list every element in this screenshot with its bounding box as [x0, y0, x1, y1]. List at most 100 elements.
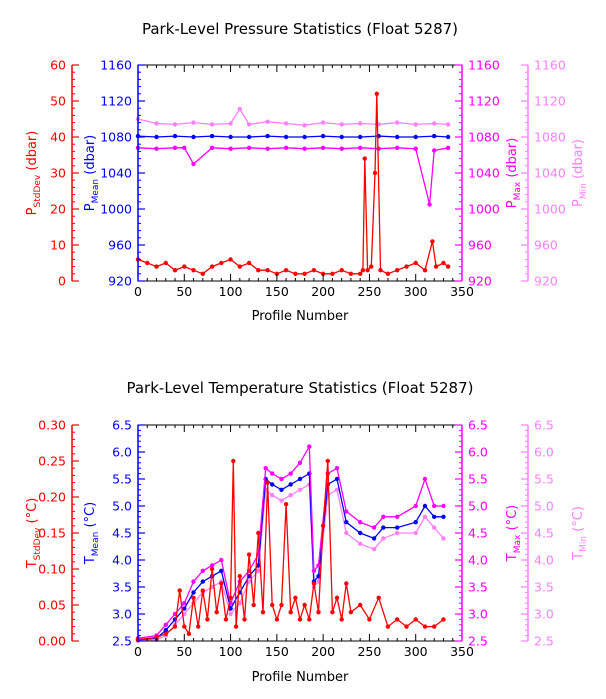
- stddev-y-tick-label: 0.15: [38, 526, 66, 541]
- max-data-point: [445, 145, 451, 150]
- max-y-tick-label: 1120: [468, 94, 500, 109]
- min-y-tick-label: 4.5: [534, 526, 554, 541]
- max-data-point: [307, 444, 312, 449]
- stddev-data-point: [191, 595, 196, 600]
- min-y-axis-label: PMin (dbar): [571, 139, 589, 207]
- min-y-tick-label: 1080: [534, 130, 566, 145]
- stddev-data-point: [316, 610, 321, 615]
- min-y-tick-label: 3.0: [534, 607, 554, 622]
- max-data-point: [172, 145, 178, 150]
- max-y-tick-label: 2.5: [468, 634, 488, 649]
- stddev-data-point: [274, 617, 280, 622]
- max-data-point: [209, 145, 215, 150]
- stddev-data-point: [293, 271, 298, 276]
- stddev-data-point: [320, 271, 326, 276]
- max-y-tick-label: 5.0: [468, 499, 488, 514]
- min-y-tick-label: 6.5: [534, 418, 554, 433]
- min-y-tick-label: 5.5: [534, 472, 554, 487]
- stddev-data-point: [265, 480, 270, 485]
- stddev-data-point: [270, 602, 275, 608]
- temperature-series-layer: [135, 444, 446, 644]
- mean-y-tick-label: 2.5: [112, 634, 132, 649]
- stddev-y-tick-label: 0.20: [38, 490, 66, 505]
- min-data-point: [265, 119, 270, 124]
- x-tick-label: 350: [450, 644, 474, 659]
- max-y-tick-label: 1000: [468, 202, 500, 217]
- mean-data-point: [191, 134, 196, 140]
- pressure-chart-title: Park-Level Pressure Statistics (Float 52…: [142, 20, 458, 38]
- max-data-point: [191, 579, 196, 584]
- mean-y-axis-label: TMean (°C): [83, 502, 101, 565]
- min-y-tick-label: 1000: [534, 202, 566, 217]
- max-series-line: [137, 444, 444, 639]
- stddev-data-point: [320, 523, 326, 528]
- stddev-data-point: [376, 595, 381, 600]
- pressure-x-axis-label: Profile Number: [252, 309, 349, 324]
- max-data-point: [376, 146, 381, 151]
- mean-data-point: [182, 606, 187, 611]
- min-data-point: [237, 601, 242, 606]
- stddev-y-tick-label: 30: [50, 166, 66, 181]
- stddev-data-point: [348, 610, 354, 615]
- mean-data-point: [432, 133, 437, 139]
- min-data-point: [358, 541, 363, 546]
- stddev-data-point: [283, 268, 289, 273]
- pressure-y-axes: 0 10 20 30 40 50 60 PStdDev (dbar) 920 960 1000 104…: [25, 58, 589, 289]
- stddev-data-point: [186, 631, 192, 636]
- max-data-point: [316, 563, 321, 568]
- mean-data-point: [297, 476, 303, 482]
- min-y-tick-label: 960: [534, 238, 558, 253]
- min-data-point: [172, 122, 178, 127]
- stddev-data-point: [302, 602, 307, 608]
- min-y-axis: 2.5 3.0 3.5 4.0 4.5 5.0 5.5 6.0 6.5 TMin (°C): [521, 418, 589, 649]
- max-data-point: [246, 145, 252, 150]
- max-data-point: [413, 503, 418, 509]
- stddev-data-point: [374, 91, 379, 97]
- max-data-point: [413, 146, 418, 151]
- stddev-y-tick-label: 50: [50, 94, 66, 109]
- min-y-tick-label: 2.5: [534, 634, 554, 649]
- stddev-data-point: [339, 617, 344, 622]
- stddev-data-point: [228, 595, 233, 600]
- stddev-data-point: [228, 257, 233, 262]
- mean-data-point: [172, 133, 178, 139]
- max-data-point: [219, 557, 224, 563]
- stddev-y-tick-label: 40: [50, 130, 66, 145]
- stddev-y-tick-label: 0.00: [38, 634, 66, 649]
- max-y-tick-label: 4.0: [468, 553, 488, 568]
- stddev-data-point: [154, 264, 159, 269]
- stddev-data-point: [372, 170, 378, 176]
- stddev-data-point: [196, 624, 201, 629]
- mean-data-point: [154, 134, 159, 140]
- min-data-point: [270, 493, 275, 498]
- max-data-point: [228, 146, 233, 151]
- max-data-point: [358, 520, 363, 525]
- stddev-data-point: [231, 458, 236, 464]
- min-data-point: [279, 498, 284, 503]
- min-y-tick-label: 4.0: [534, 553, 554, 568]
- min-data-point: [395, 530, 400, 536]
- stddev-data-point: [330, 610, 335, 615]
- mean-y-tick-label: 1000: [100, 202, 132, 217]
- max-data-point: [358, 145, 363, 150]
- stddev-data-point: [274, 271, 280, 276]
- max-y-tick-label: 4.5: [468, 526, 488, 541]
- stddev-data-point: [246, 260, 252, 266]
- stddev-data-point: [430, 239, 435, 244]
- min-data-point: [441, 536, 446, 541]
- max-data-point: [182, 145, 187, 150]
- stddev-data-point: [422, 624, 428, 629]
- stddev-data-point: [385, 271, 391, 276]
- stddev-data-point: [365, 268, 370, 273]
- stddev-data-point: [413, 260, 418, 266]
- x-tick-label: 200: [311, 284, 335, 299]
- x-tick-label: 50: [176, 644, 192, 659]
- min-data-point: [320, 120, 326, 125]
- stddev-data-point: [358, 602, 363, 608]
- max-series-line: [137, 147, 449, 205]
- max-data-point: [297, 460, 303, 465]
- stddev-data-point: [293, 595, 298, 600]
- stddev-data-point: [279, 602, 284, 608]
- min-data-point: [246, 122, 252, 127]
- x-tick-label: 50: [176, 284, 192, 299]
